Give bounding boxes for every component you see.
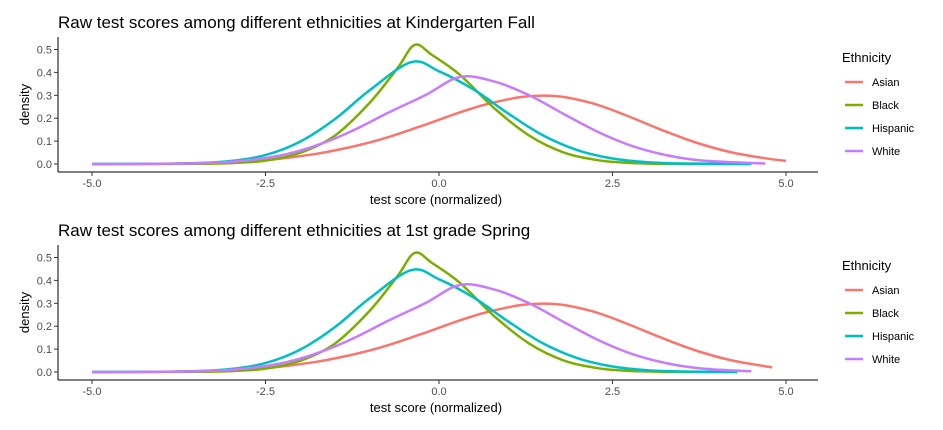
x-tick-label: 0.0 [431, 178, 446, 190]
series-line-hispanic [91, 60, 752, 166]
series-line-white [91, 75, 766, 166]
y-tick-label: 0.2 [37, 321, 52, 333]
series-line-white [91, 283, 752, 374]
legend-title: Ethnicity [842, 50, 892, 65]
x-axis-title: test score (normalized) [370, 400, 502, 415]
legend-label: White [872, 146, 900, 158]
legend-label: Hispanic [872, 331, 915, 343]
y-tick-label: 0.3 [37, 298, 52, 310]
x-tick-label: 5.0 [778, 178, 793, 190]
x-tick-label: -2.5 [256, 178, 275, 190]
legend-label: Black [872, 100, 899, 112]
series-line-black [91, 251, 710, 374]
y-tick-label: 0.3 [37, 90, 52, 102]
legend-label: Asian [872, 285, 900, 297]
x-tick-label: -2.5 [256, 386, 275, 398]
y-tick-label: 0.1 [37, 344, 52, 356]
x-tick-label: -5.0 [83, 386, 102, 398]
y-tick-label: 0.2 [37, 113, 52, 125]
chart-title: Raw test scores among different ethnicit… [58, 221, 530, 240]
legend-label: Hispanic [872, 123, 915, 135]
x-tick-label: 2.5 [605, 178, 620, 190]
legend-label: White [872, 354, 900, 366]
y-tick-label: 0.0 [37, 367, 52, 379]
series-line-asian [175, 94, 787, 165]
y-tick-label: 0.4 [37, 67, 52, 79]
legend: Ethnicity Asian Black Hispanic White [842, 258, 915, 366]
legend: Ethnicity Asian Black Hispanic White [842, 50, 915, 158]
x-tick-label: 0.0 [431, 386, 446, 398]
legend-label: Black [872, 308, 899, 320]
y-tick-label: 0.1 [37, 136, 52, 148]
x-tick-label: -5.0 [83, 178, 102, 190]
y-tick-label: 0.0 [37, 159, 52, 171]
legend-label: Asian [872, 77, 900, 89]
series-line-asian [175, 302, 773, 373]
y-axis-title: density [17, 83, 32, 125]
y-tick-label: 0.5 [37, 45, 52, 57]
chart-panel-1: Raw test scores among different ethnicit… [17, 13, 915, 207]
y-tick-label: 0.5 [37, 253, 52, 265]
x-axis-title: test score (normalized) [370, 192, 502, 207]
legend-title: Ethnicity [842, 258, 892, 273]
x-tick-label: 5.0 [778, 386, 793, 398]
y-axis-title: density [17, 291, 32, 333]
chart-panel-2: Raw test scores among different ethnicit… [17, 221, 915, 415]
y-tick-label: 0.4 [37, 275, 52, 287]
series-line-black [91, 43, 731, 166]
chart-title: Raw test scores among different ethnicit… [58, 13, 535, 32]
x-tick-label: 2.5 [605, 386, 620, 398]
